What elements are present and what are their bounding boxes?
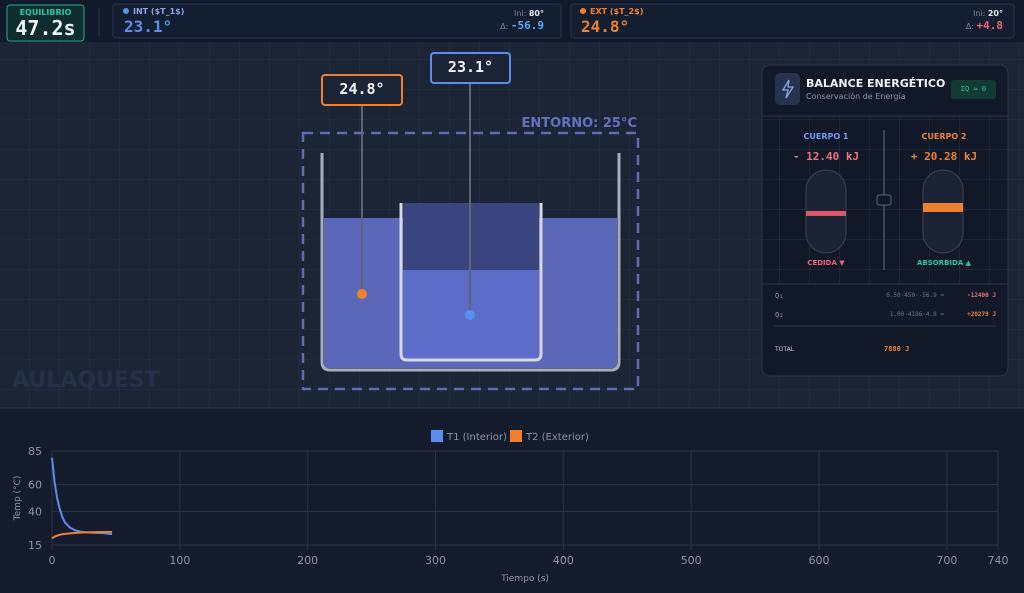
int-label: INT ($T_1$) — [133, 7, 185, 16]
y-axis-label: Temp (°C) — [13, 476, 23, 522]
y-tick-label: 60 — [28, 479, 42, 492]
int-ini: 80° — [528, 9, 544, 18]
row-formula: 0.50·450·-56.9 = — [886, 292, 944, 299]
x-axis-label: Tiempo (s) — [500, 574, 549, 584]
watermark: AULAQUEST — [12, 368, 160, 393]
series-line — [51, 457, 113, 536]
x-tick-label: 500 — [681, 554, 702, 567]
row-formula: 1.00·4186·4.8 = — [889, 311, 944, 318]
probe-ext: 24.8° — [339, 80, 385, 98]
probe-int: 23.1° — [447, 58, 494, 76]
row-label: Q₂ — [775, 311, 784, 319]
status-label: EQUILIBRIO — [19, 8, 72, 17]
y-tick-label: 85 — [28, 445, 42, 458]
int-delta-label: Δ: — [500, 22, 509, 31]
body1-state: CEDIDA ▼ — [807, 259, 845, 267]
status-time: 47.2s — [15, 16, 76, 40]
x-tick-label: 700 — [936, 554, 957, 567]
balance-badge: ΣQ ≈ 0 — [960, 85, 987, 93]
balance-subtitle: Conservación de Energía — [806, 92, 906, 101]
legend-swatch — [431, 430, 443, 442]
int-ini-label: Ini: — [513, 9, 527, 18]
body2-state: ABSORBIDA ▲ — [916, 259, 972, 267]
ext-ini-label: Ini: — [972, 9, 986, 18]
temperature-chart: 15 40 60 85 0 100 200 300 400 500 600 700 740 Tiempo … — [13, 430, 1009, 584]
legend-label: T1 (Interior) — [446, 432, 507, 443]
ext-delta: +4.8 — [976, 19, 1004, 32]
x-tick-label: 400 — [553, 554, 574, 567]
y-tick-label: 40 — [28, 505, 42, 518]
environment-label: ENTORNO: 25°C — [521, 116, 637, 131]
ext-value: 24.8° — [581, 17, 630, 36]
x-tick-label: 100 — [169, 554, 190, 567]
row-value: +20279 J — [967, 311, 996, 318]
body2-label: CUERPO 2 — [921, 132, 967, 141]
x-tick-label: 200 — [297, 554, 318, 567]
series-line — [51, 530, 113, 540]
ext-ini: 20° — [987, 9, 1003, 18]
ext-delta-label: Δ: — [965, 22, 974, 31]
ext-label: EXT ($T_2$) — [590, 7, 644, 16]
y-tick-label: 15 — [28, 539, 42, 552]
legend-swatch — [510, 430, 522, 442]
row-label: Q₁ — [775, 292, 784, 300]
int-value: 23.1° — [124, 17, 173, 36]
row-value: -12400 J — [967, 292, 996, 299]
body2-heat: + 20.28 kJ — [910, 150, 978, 163]
x-tick-label: 740 — [988, 554, 1009, 567]
balance-title: BALANCE ENERGÉTICO — [806, 77, 946, 90]
body1-heat: - 12.40 kJ — [792, 150, 860, 163]
legend-label: T2 (Exterior) — [525, 432, 589, 443]
total-label: TOTAL — [775, 346, 795, 353]
x-tick-label: 300 — [425, 554, 446, 567]
int-delta: -56.9 — [510, 19, 544, 32]
x-tick-label: 0 — [49, 554, 56, 567]
body1-label: CUERPO 1 — [803, 132, 849, 141]
total-value: 7880 J — [884, 345, 910, 353]
x-tick-label: 600 — [809, 554, 830, 567]
